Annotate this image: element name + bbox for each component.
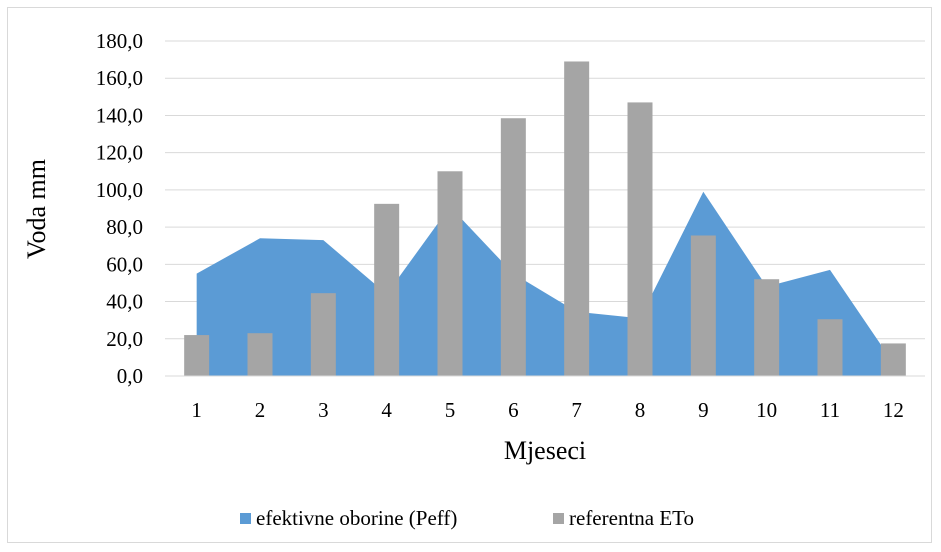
y-tick-label: 80,0 [106, 215, 143, 239]
y-tick-label: 120,0 [96, 141, 143, 165]
y-tick-label: 160,0 [96, 66, 143, 90]
y-tick-label: 60,0 [106, 252, 143, 276]
x-tick-label: 6 [508, 398, 519, 422]
bar-eto [627, 102, 653, 377]
y-tick-label: 40,0 [106, 290, 143, 314]
bar-eto [310, 293, 336, 376]
x-tick-label: 11 [820, 398, 840, 422]
bar-eto [437, 171, 463, 376]
bar-eto [374, 203, 400, 376]
x-tick-label: 1 [191, 398, 202, 422]
bar-eto [817, 319, 843, 376]
bar-eto [184, 335, 210, 376]
area-peff [196, 191, 894, 376]
x-tick-label: 12 [883, 398, 904, 422]
y-tick-label: 100,0 [96, 178, 143, 202]
y-tick-label: 20,0 [106, 327, 143, 351]
x-tick-label: 2 [255, 398, 266, 422]
x-tick-label: 10 [756, 398, 777, 422]
legend-swatch-peff [240, 513, 251, 524]
legend-swatch-eto [553, 513, 564, 524]
bar-eto [754, 279, 780, 376]
bar-eto [690, 235, 716, 376]
y-tick-label: 0,0 [117, 364, 143, 388]
bar-eto [564, 61, 590, 376]
y-tick-label: 140,0 [96, 103, 143, 127]
x-tick-label: 8 [635, 398, 646, 422]
x-tick-label: 7 [571, 398, 582, 422]
x-tick-label: 3 [318, 398, 329, 422]
y-tick-label: 180,0 [96, 29, 143, 53]
bar-eto [247, 333, 273, 376]
bar-eto [500, 118, 526, 376]
legend-label-eto: referentna ETo [569, 506, 694, 530]
x-tick-label: 5 [445, 398, 456, 422]
area-series-layer [196, 191, 894, 376]
legend: efektivne oborine (Peff) referentna ETo [240, 506, 694, 530]
x-tick-label: 4 [381, 398, 392, 422]
x-tick-label: 9 [698, 398, 709, 422]
bar-eto [880, 343, 906, 376]
x-axis-title: Mjeseci [504, 436, 586, 465]
bar-series-layer [184, 61, 906, 377]
axis-layer: 0,0 20,0 40,0 60,0 80,0 100,0 120,0 140,0 160,0 1… [96, 29, 925, 422]
y-axis-title: Voda mm [22, 159, 51, 259]
legend-label-peff: efektivne oborine (Peff) [256, 506, 457, 530]
